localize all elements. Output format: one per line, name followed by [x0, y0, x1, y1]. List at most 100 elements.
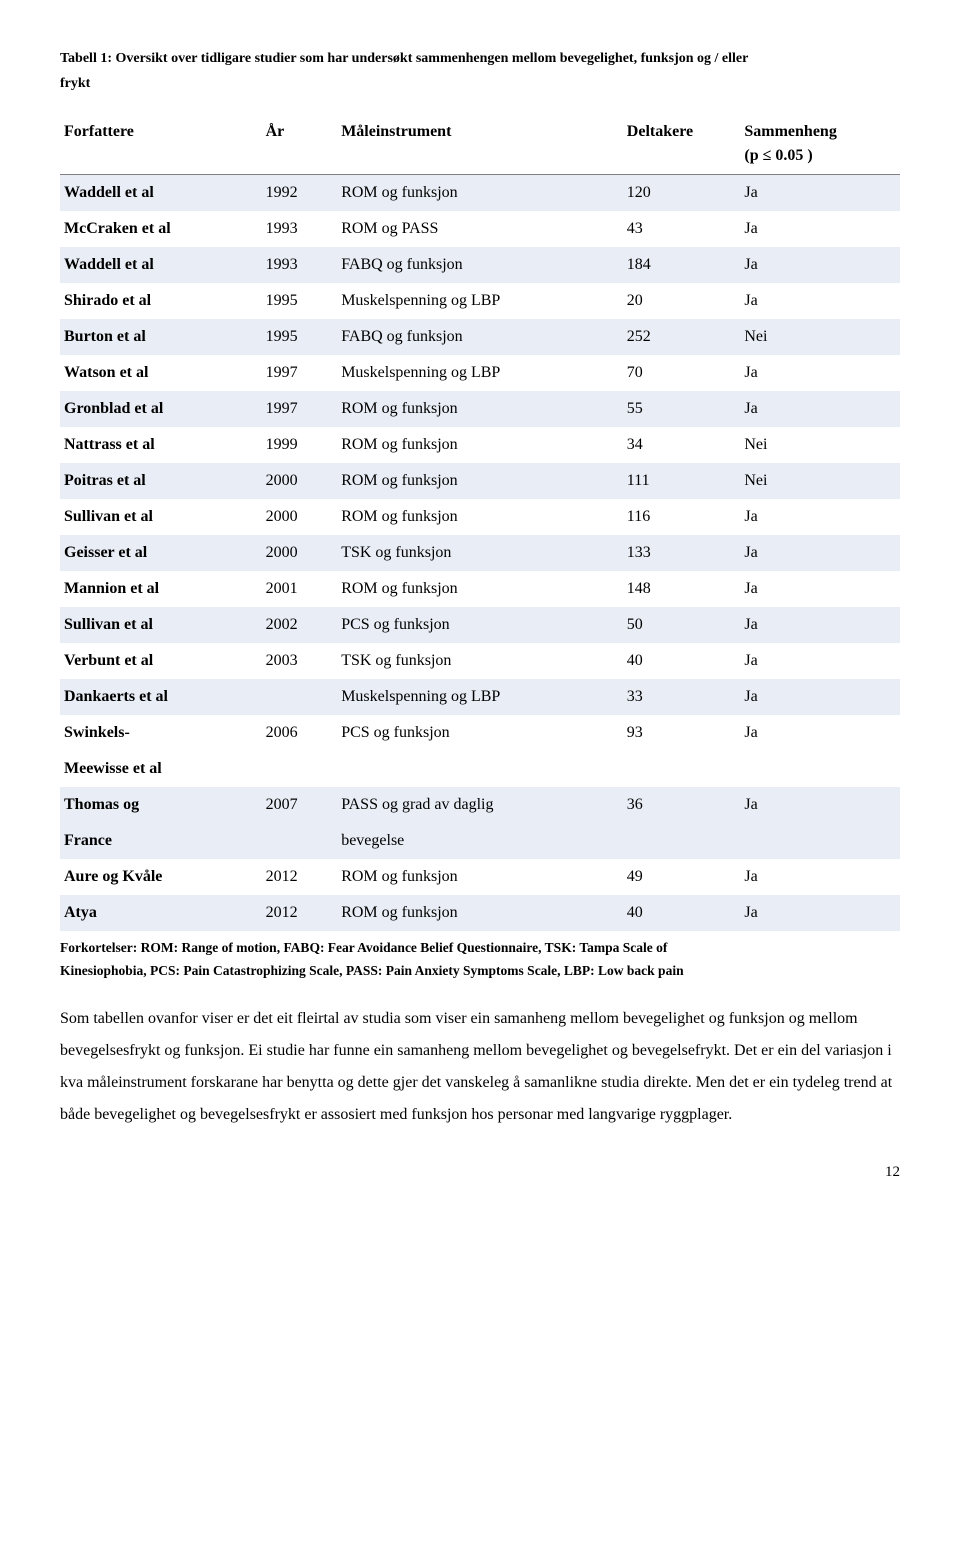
- table-row: Thomas og2007PASS og grad av daglig36Ja: [60, 787, 900, 823]
- cell-instrument: ROM og funksjon: [337, 895, 623, 931]
- cell-forfattere: Gronblad et al: [60, 391, 262, 427]
- table-row: Swinkels-2006PCS og funksjon93Ja: [60, 715, 900, 751]
- cell-forfattere: Sullivan et al: [60, 607, 262, 643]
- body-paragraph: Som tabellen ovanfor viser er det eit fl…: [60, 1003, 900, 1131]
- cell-instrument: PASS og grad av daglig: [337, 787, 623, 823]
- cell-deltakere: 36: [623, 787, 741, 823]
- cell-ar: 2012: [262, 859, 338, 895]
- table-caption-line2: frykt: [60, 73, 900, 94]
- studies-table: Forfattere År Måleinstrument Deltakere S…: [60, 112, 900, 931]
- cell-sammenheng: Ja: [740, 175, 900, 212]
- cell-ar: 2000: [262, 463, 338, 499]
- table-row: Dankaerts et alMuskelspenning og LBP33Ja: [60, 679, 900, 715]
- cell-ar: 1993: [262, 211, 338, 247]
- header-instrument: Måleinstrument: [337, 112, 623, 175]
- cell-instrument: PCS og funksjon: [337, 607, 623, 643]
- cell-forfattere: Watson et al: [60, 355, 262, 391]
- header-sammenheng-l2: (p ≤ 0.05 ): [744, 147, 812, 164]
- cell-instrument: bevegelse: [337, 823, 623, 859]
- cell-instrument: FABQ og funksjon: [337, 319, 623, 355]
- cell-ar: [262, 679, 338, 715]
- cell-deltakere: 49: [623, 859, 741, 895]
- cell-instrument: ROM og PASS: [337, 211, 623, 247]
- cell-sammenheng: Ja: [740, 787, 900, 823]
- cell-instrument: FABQ og funksjon: [337, 247, 623, 283]
- cell-ar: 1992: [262, 175, 338, 212]
- cell-forfattere: Atya: [60, 895, 262, 931]
- cell-forfattere: McCraken et al: [60, 211, 262, 247]
- cell-ar: 1997: [262, 391, 338, 427]
- cell-ar: 2003: [262, 643, 338, 679]
- cell-sammenheng: Ja: [740, 211, 900, 247]
- cell-forfattere: Nattrass et al: [60, 427, 262, 463]
- header-sammenheng-l1: Sammenheng: [744, 123, 836, 140]
- cell-instrument: [337, 751, 623, 787]
- cell-sammenheng: Ja: [740, 643, 900, 679]
- cell-deltakere: [623, 823, 741, 859]
- table-row: Nattrass et al1999ROM og funksjon34Nei: [60, 427, 900, 463]
- cell-forfattere: Verbunt et al: [60, 643, 262, 679]
- table-row: Francebevegelse: [60, 823, 900, 859]
- table-row: Verbunt et al2003TSK og funksjon40Ja: [60, 643, 900, 679]
- cell-instrument: Muskelspenning og LBP: [337, 355, 623, 391]
- cell-ar: [262, 823, 338, 859]
- cell-deltakere: 93: [623, 715, 741, 751]
- table-footnote: Forkortelser: ROM: Range of motion, FABQ…: [60, 937, 900, 983]
- cell-ar: 2002: [262, 607, 338, 643]
- cell-deltakere: 148: [623, 571, 741, 607]
- cell-forfattere: Dankaerts et al: [60, 679, 262, 715]
- table-row: Mannion et al2001ROM og funksjon148Ja: [60, 571, 900, 607]
- cell-deltakere: 70: [623, 355, 741, 391]
- cell-forfattere: Swinkels-: [60, 715, 262, 751]
- cell-deltakere: 40: [623, 643, 741, 679]
- table-row: Poitras et al2000ROM og funksjon111Nei: [60, 463, 900, 499]
- cell-sammenheng: [740, 823, 900, 859]
- cell-sammenheng: Ja: [740, 535, 900, 571]
- cell-instrument: PCS og funksjon: [337, 715, 623, 751]
- table-row: Geisser et al2000TSK og funksjon133Ja: [60, 535, 900, 571]
- cell-forfattere: Thomas og: [60, 787, 262, 823]
- table-row: Watson et al1997Muskelspenning og LBP70J…: [60, 355, 900, 391]
- cell-sammenheng: Nei: [740, 463, 900, 499]
- table-body: Waddell et al1992ROM og funksjon120JaMcC…: [60, 175, 900, 932]
- cell-deltakere: 20: [623, 283, 741, 319]
- footnote-line1: Forkortelser: ROM: Range of motion, FABQ…: [60, 940, 667, 955]
- cell-instrument: ROM og funksjon: [337, 427, 623, 463]
- cell-ar: 1993: [262, 247, 338, 283]
- cell-instrument: ROM og funksjon: [337, 499, 623, 535]
- cell-sammenheng: Ja: [740, 895, 900, 931]
- cell-deltakere: 43: [623, 211, 741, 247]
- table-row: Burton et al1995FABQ og funksjon252Nei: [60, 319, 900, 355]
- cell-sammenheng: Ja: [740, 247, 900, 283]
- table-header-row: Forfattere År Måleinstrument Deltakere S…: [60, 112, 900, 175]
- cell-ar: 2000: [262, 535, 338, 571]
- cell-instrument: ROM og funksjon: [337, 859, 623, 895]
- table-caption-line1: Tabell 1: Oversikt over tidligare studie…: [60, 48, 900, 69]
- cell-forfattere: Poitras et al: [60, 463, 262, 499]
- table-row: Sullivan et al2002PCS og funksjon50Ja: [60, 607, 900, 643]
- cell-ar: 2012: [262, 895, 338, 931]
- table-row: Meewisse et al: [60, 751, 900, 787]
- header-deltakere: Deltakere: [623, 112, 741, 175]
- cell-ar: 1995: [262, 283, 338, 319]
- cell-ar: 2001: [262, 571, 338, 607]
- cell-sammenheng: [740, 751, 900, 787]
- header-forfattere: Forfattere: [60, 112, 262, 175]
- cell-forfattere: Meewisse et al: [60, 751, 262, 787]
- cell-ar: 1997: [262, 355, 338, 391]
- cell-forfattere: Aure og Kvåle: [60, 859, 262, 895]
- cell-sammenheng: Ja: [740, 283, 900, 319]
- cell-sammenheng: Ja: [740, 607, 900, 643]
- cell-sammenheng: Ja: [740, 679, 900, 715]
- cell-deltakere: 55: [623, 391, 741, 427]
- cell-instrument: Muskelspenning og LBP: [337, 283, 623, 319]
- table-row: Waddell et al1993FABQ og funksjon184Ja: [60, 247, 900, 283]
- cell-ar: 1999: [262, 427, 338, 463]
- cell-sammenheng: Ja: [740, 571, 900, 607]
- table-row: McCraken et al1993ROM og PASS43Ja: [60, 211, 900, 247]
- cell-sammenheng: Ja: [740, 499, 900, 535]
- cell-deltakere: 133: [623, 535, 741, 571]
- cell-sammenheng: Ja: [740, 355, 900, 391]
- cell-forfattere: Waddell et al: [60, 175, 262, 212]
- cell-ar: 1995: [262, 319, 338, 355]
